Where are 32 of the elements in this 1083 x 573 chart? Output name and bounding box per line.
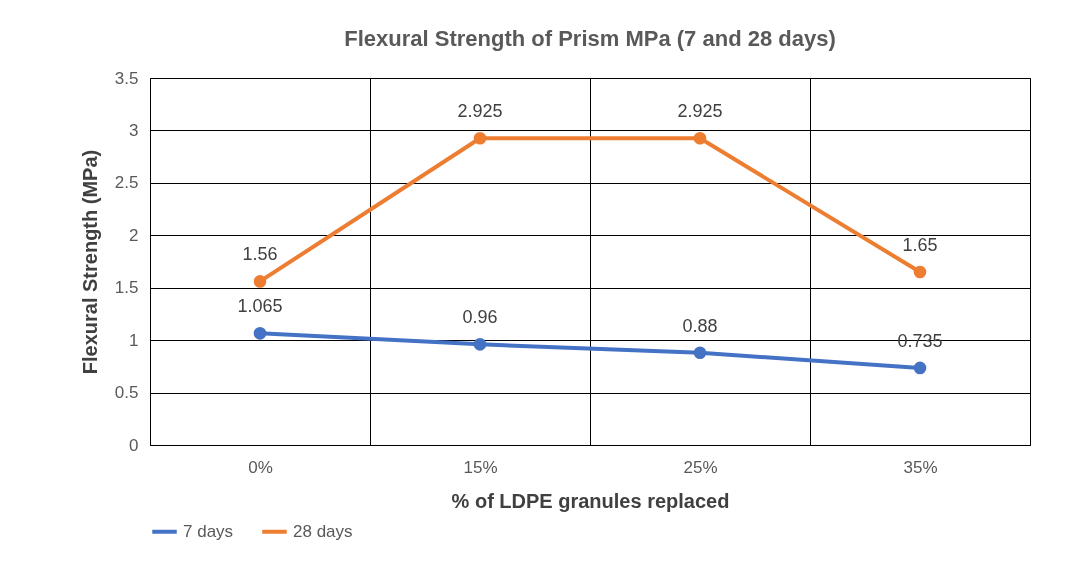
- y-tick-label: 3: [129, 120, 139, 140]
- point: [253, 327, 267, 340]
- point: [913, 265, 927, 279]
- x-tick-label: 25%: [683, 457, 718, 477]
- point: [473, 338, 487, 351]
- data-label: 1.65: [902, 234, 938, 255]
- x-tick-label: 15%: [463, 457, 498, 477]
- y-tick-label: 2.5: [114, 173, 139, 193]
- point: [473, 131, 487, 145]
- point: [693, 131, 707, 145]
- legend-label: 7 days: [183, 521, 234, 541]
- data-label: 0.88: [682, 315, 718, 336]
- data-label: 1.065: [237, 296, 283, 317]
- x-tick-label: 0%: [248, 457, 273, 477]
- y-tick-label: 3.5: [114, 68, 139, 88]
- y-axis-title: Flexural Strength (MPa): [78, 149, 101, 375]
- x-tick-label: 35%: [903, 457, 938, 477]
- y-tick-label: 0: [129, 435, 139, 455]
- y-tick-label: 2: [129, 225, 139, 245]
- y-tick-label: 1.5: [114, 278, 139, 298]
- y-tick-label: 0.5: [114, 383, 139, 403]
- data-label: 0.96: [462, 307, 498, 328]
- point: [693, 346, 707, 360]
- x-axis-title: % of LDPE granules replaced: [451, 489, 730, 512]
- point: [253, 275, 267, 288]
- data-label: 1.56: [242, 244, 278, 265]
- chart-title: Flexural Strength of Prism MPa (7 and 28 days): [344, 26, 836, 51]
- point: [913, 361, 927, 375]
- y-tick-label: 1: [129, 330, 139, 350]
- data-label: 2.925: [457, 101, 503, 122]
- legend-label: 28 days: [293, 521, 353, 541]
- data-label: 2.925: [677, 101, 723, 122]
